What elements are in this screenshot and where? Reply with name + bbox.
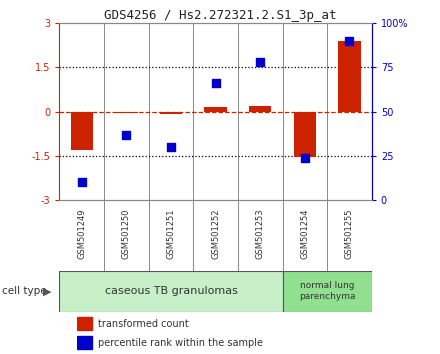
Point [301, 155, 308, 160]
Text: cell type: cell type [2, 286, 47, 296]
Text: GSM501252: GSM501252 [211, 209, 220, 259]
Text: normal lung
parenchyma: normal lung parenchyma [299, 281, 356, 301]
Text: GSM501254: GSM501254 [301, 209, 309, 259]
Text: GDS4256 / Hs2.272321.2.S1_3p_at: GDS4256 / Hs2.272321.2.S1_3p_at [104, 9, 336, 22]
Text: GSM501250: GSM501250 [122, 209, 131, 259]
Text: GSM501249: GSM501249 [77, 209, 86, 259]
Bar [294, 112, 316, 157]
Point [168, 144, 175, 150]
Text: ▶: ▶ [43, 286, 51, 296]
Bar [338, 41, 361, 112]
Bar [77, 317, 92, 330]
Bar [77, 336, 92, 349]
Text: GSM501253: GSM501253 [256, 209, 265, 259]
Bar [282, 271, 372, 312]
Text: caseous TB granulomas: caseous TB granulomas [105, 286, 238, 296]
Text: GSM501255: GSM501255 [345, 209, 354, 259]
Point [346, 38, 353, 44]
Text: GSM501251: GSM501251 [166, 209, 176, 259]
Bar [70, 112, 93, 150]
Text: transformed count: transformed count [99, 319, 189, 329]
Point [78, 179, 85, 185]
Bar [205, 107, 227, 112]
Point [212, 80, 219, 86]
Bar [115, 112, 137, 113]
Bar [249, 105, 271, 112]
Point [257, 59, 264, 65]
Text: percentile rank within the sample: percentile rank within the sample [99, 338, 264, 348]
Bar [160, 112, 182, 114]
Bar [59, 271, 282, 312]
Point [123, 132, 130, 137]
